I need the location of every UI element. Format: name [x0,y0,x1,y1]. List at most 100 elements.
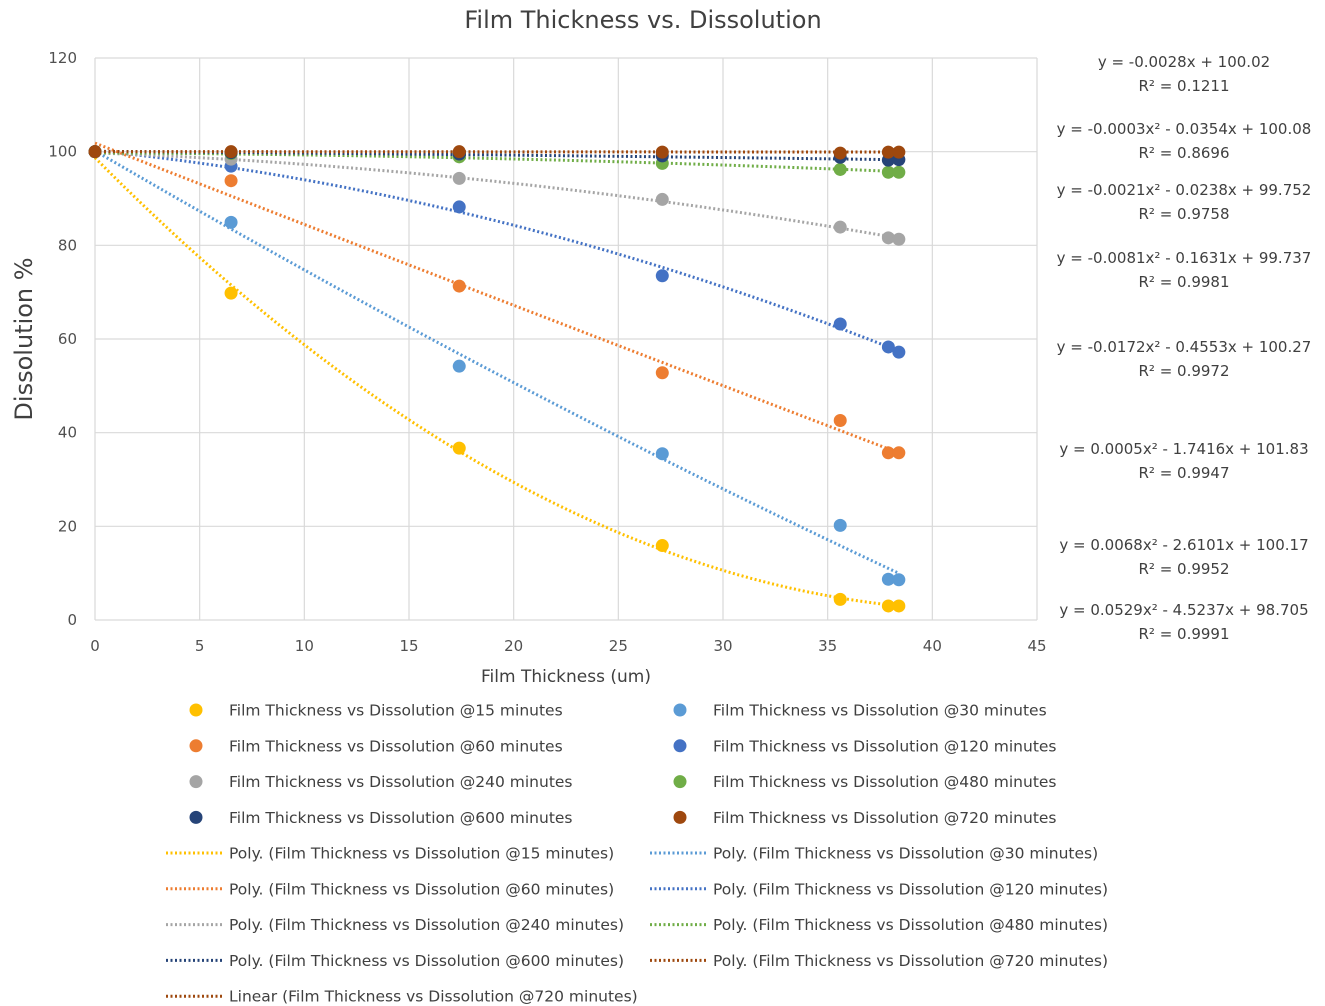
data-point-series-5 [833,220,847,234]
legend-entry: Film Thickness vs Dissolution @240 minut… [229,773,573,791]
data-point-series-3 [655,366,669,380]
legend-marker [189,775,203,789]
data-point-series-5 [655,192,669,206]
data-point-series-6 [881,165,895,179]
grid [94,57,1038,621]
trendline-2 [94,149,900,575]
legend-marker [189,739,203,753]
x-axis-label: Film Thickness (um) [481,667,651,687]
legend-entry: Poly. (Film Thickness vs Dissolution @24… [229,916,624,934]
r-squared-text: R² = 0.9981 [1138,273,1229,291]
data-point-series-2 [892,573,906,587]
data-point-series-1 [833,592,847,606]
equation-text: y = -0.0081x² - 0.1631x + 99.737 [1057,249,1312,267]
legend-entry: Film Thickness vs Dissolution @720 minut… [713,809,1057,827]
trendline-4 [94,148,900,353]
r-squared-text: R² = 0.9991 [1138,625,1229,643]
x-tick-label: 10 [295,637,314,655]
data-point-series-4 [881,340,895,354]
trendline-6 [94,151,899,174]
data-point-series-1 [224,286,238,300]
data-point-series-2 [452,359,466,373]
trendline-3 [94,141,900,455]
legend: Film Thickness vs Dissolution @15 minute… [166,702,1108,1006]
legend-marker [673,703,687,717]
legend-entry: Film Thickness vs Dissolution @120 minut… [713,737,1057,755]
tick-labels: 0 5 10 15 20 25 30 35 40 45 0 20 40 60 80 100 120 [48,49,1046,655]
x-tick-label: 35 [818,637,837,655]
data-point-series-8 [892,145,906,159]
y-tick-label: 60 [58,330,77,348]
data-point-series-4 [452,200,466,214]
y-tick-label: 0 [67,611,77,629]
r-squared-text: R² = 0.9952 [1138,560,1229,578]
data-point-series-6 [892,165,906,179]
data-point-series-5 [452,171,466,185]
x-tick-label: 0 [90,637,100,655]
data-point-series-2 [881,572,895,586]
data-point-series-3 [452,279,466,293]
legend-entry: Linear (Film Thickness vs Dissolution @7… [229,988,638,1006]
legend-entry: Poly. (Film Thickness vs Dissolution @60… [229,952,624,970]
data-point-series-8 [224,145,238,159]
legend-entry: Film Thickness vs Dissolution @60 minute… [229,737,563,755]
legend-entry: Poly. (Film Thickness vs Dissolution @12… [713,880,1108,898]
x-tick-label: 5 [195,637,205,655]
y-tick-label: 100 [48,143,77,161]
data-point-series-1 [452,441,466,455]
r-squared-text: R² = 0.1211 [1138,77,1229,95]
data-point-series-5 [881,231,895,245]
data-point-series-5 [892,232,906,246]
data-point-series-3 [892,446,906,460]
legend-marker [673,810,687,824]
legend-entry: Poly. (Film Thickness vs Dissolution @15… [229,845,614,863]
data-point-series-4 [892,345,906,359]
legend-entry: Poly. (Film Thickness vs Dissolution @60… [229,880,614,898]
data-point-series-8 [833,146,847,160]
x-tick-label: 30 [713,637,732,655]
y-tick-label: 20 [58,517,77,535]
data-point-series-8 [452,145,466,159]
equation-text: y = -0.0003x² - 0.0354x + 100.08 [1057,120,1312,138]
legend-marker [673,775,687,789]
legend-entry: Film Thickness vs Dissolution @30 minute… [713,702,1047,720]
legend-entry: Poly. (Film Thickness vs Dissolution @72… [713,952,1108,970]
data-point-series-1 [655,539,669,553]
r-squared-text: R² = 0.9758 [1138,205,1229,223]
data-point-series-3 [224,174,238,188]
x-tick-label: 20 [504,637,523,655]
equation-text: y = -0.0172x² - 0.4553x + 100.27 [1057,338,1312,356]
data-point-series-1 [881,599,895,613]
equation-text: y = -0.0028x + 100.02 [1098,53,1270,71]
y-axis-label: Dissolution % [10,257,38,420]
trendline-7 [94,149,899,162]
equation-text: y = 0.0068x² - 2.6101x + 100.17 [1059,536,1308,554]
r-squared-text: R² = 0.9947 [1138,464,1229,482]
trendlines [93,141,900,608]
x-tick-label: 45 [1027,637,1046,655]
equation-text: y = -0.0021x² - 0.0238x + 99.752 [1057,181,1312,199]
data-point-series-4 [655,269,669,283]
y-tick-label: 80 [58,236,77,254]
data-points [88,145,906,613]
data-point-series-6 [833,162,847,176]
legend-entry: Poly. (Film Thickness vs Dissolution @30… [713,845,1098,863]
y-tick-label: 120 [48,49,77,67]
data-point-series-1 [892,599,906,613]
legend-entry: Poly. (Film Thickness vs Dissolution @48… [713,916,1108,934]
data-point-series-8 [88,145,102,159]
legend-entry: Film Thickness vs Dissolution @480 minut… [713,773,1057,791]
r-squared-text: R² = 0.8696 [1138,144,1229,162]
equation-text: y = 0.0005x² - 1.7416x + 101.83 [1059,440,1308,458]
data-point-series-4 [833,317,847,331]
data-point-series-3 [833,413,847,427]
data-point-series-2 [833,518,847,532]
data-point-series-8 [881,145,895,159]
data-point-series-3 [881,446,895,460]
x-tick-label: 40 [923,637,942,655]
trendline-equations: y = -0.0028x + 100.02 R² = 0.1211 y = -0.0… [1057,53,1312,643]
legend-entry: Film Thickness vs Dissolution @15 minute… [229,702,563,720]
data-point-series-8 [655,145,669,159]
equation-text: y = 0.0529x² - 4.5237x + 98.705 [1059,601,1308,619]
